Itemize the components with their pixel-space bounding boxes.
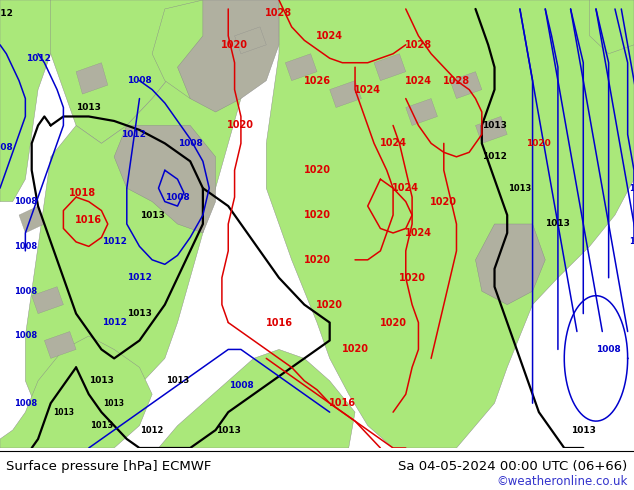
Text: 1024: 1024 — [316, 31, 343, 41]
Text: 1028: 1028 — [443, 75, 470, 86]
Text: 1024: 1024 — [392, 183, 419, 193]
Text: 1008: 1008 — [14, 197, 37, 206]
Text: 1020: 1020 — [342, 344, 368, 354]
Text: 1020: 1020 — [304, 165, 330, 175]
Polygon shape — [476, 224, 545, 305]
Text: 1016: 1016 — [266, 318, 292, 327]
Polygon shape — [25, 0, 279, 426]
Polygon shape — [152, 0, 241, 98]
Text: 1013: 1013 — [166, 376, 189, 385]
Text: 1013: 1013 — [571, 426, 596, 435]
Text: 1013: 1013 — [127, 309, 152, 318]
Text: 1013: 1013 — [53, 408, 74, 416]
Text: 1008: 1008 — [165, 193, 190, 201]
Polygon shape — [76, 63, 108, 94]
Polygon shape — [114, 125, 216, 233]
Polygon shape — [44, 332, 76, 358]
Text: 1024: 1024 — [354, 85, 381, 95]
Text: 1016: 1016 — [329, 398, 356, 408]
Text: 1026: 1026 — [304, 75, 330, 86]
Text: 1012: 1012 — [482, 152, 507, 161]
Polygon shape — [476, 117, 507, 144]
Text: 1012: 1012 — [25, 54, 51, 63]
Polygon shape — [285, 54, 317, 81]
Text: 1012: 1012 — [0, 9, 13, 18]
Text: 1020: 1020 — [221, 40, 248, 50]
Text: 1016: 1016 — [75, 215, 102, 224]
Polygon shape — [450, 72, 482, 98]
Text: 1008: 1008 — [0, 144, 13, 152]
Text: 1020: 1020 — [304, 255, 330, 265]
Text: 1028: 1028 — [405, 40, 432, 50]
Polygon shape — [158, 349, 355, 448]
Text: 1012: 1012 — [141, 426, 164, 435]
Text: 1013: 1013 — [482, 121, 507, 130]
Text: 1012: 1012 — [127, 273, 152, 282]
Text: 1012: 1012 — [101, 318, 127, 327]
Polygon shape — [406, 98, 437, 125]
Text: 1024: 1024 — [405, 228, 432, 238]
Text: 1020: 1020 — [399, 273, 425, 283]
Text: ©weatheronline.co.uk: ©weatheronline.co.uk — [496, 475, 628, 488]
Text: 1020: 1020 — [228, 121, 254, 130]
Text: 1024: 1024 — [380, 138, 406, 148]
Polygon shape — [178, 0, 279, 112]
Text: 1013: 1013 — [103, 399, 125, 408]
Text: 1008: 1008 — [596, 345, 621, 354]
Polygon shape — [235, 27, 266, 54]
Text: 1012: 1012 — [101, 238, 127, 246]
Polygon shape — [0, 0, 63, 201]
Text: 10: 10 — [629, 238, 634, 246]
Polygon shape — [266, 0, 634, 448]
Text: 1008: 1008 — [14, 242, 37, 251]
Text: 1020: 1020 — [526, 139, 552, 148]
Text: 1008: 1008 — [178, 139, 203, 148]
Text: 1013: 1013 — [89, 376, 114, 385]
Polygon shape — [374, 54, 406, 81]
Text: 1013: 1013 — [216, 426, 241, 435]
Polygon shape — [330, 81, 361, 107]
Text: 1013: 1013 — [76, 103, 101, 112]
Text: 1020: 1020 — [316, 300, 343, 310]
Text: 1028: 1028 — [266, 8, 292, 19]
Text: 1024: 1024 — [405, 75, 432, 86]
Text: 1020: 1020 — [380, 318, 406, 327]
Polygon shape — [32, 287, 63, 314]
Text: 1012: 1012 — [120, 130, 146, 139]
Polygon shape — [590, 0, 634, 54]
Text: 1008: 1008 — [127, 76, 152, 85]
Text: 1013: 1013 — [139, 211, 165, 220]
Text: 1008: 1008 — [14, 332, 37, 341]
Polygon shape — [51, 0, 209, 144]
Text: Surface pressure [hPa] ECMWF: Surface pressure [hPa] ECMWF — [6, 461, 212, 473]
Text: 1013: 1013 — [545, 220, 571, 228]
Text: 1018: 1018 — [69, 188, 96, 197]
Text: 1013: 1013 — [508, 184, 531, 193]
Text: 1020: 1020 — [430, 196, 457, 207]
Text: 1013: 1013 — [90, 421, 113, 430]
Text: 10: 10 — [629, 184, 634, 193]
Text: Sa 04-05-2024 00:00 UTC (06+66): Sa 04-05-2024 00:00 UTC (06+66) — [398, 461, 628, 473]
Text: 1020: 1020 — [304, 210, 330, 220]
Text: 1008: 1008 — [14, 399, 37, 408]
Polygon shape — [19, 206, 44, 233]
Polygon shape — [0, 336, 152, 448]
Text: 1008: 1008 — [228, 381, 254, 390]
Text: 1008: 1008 — [14, 287, 37, 295]
